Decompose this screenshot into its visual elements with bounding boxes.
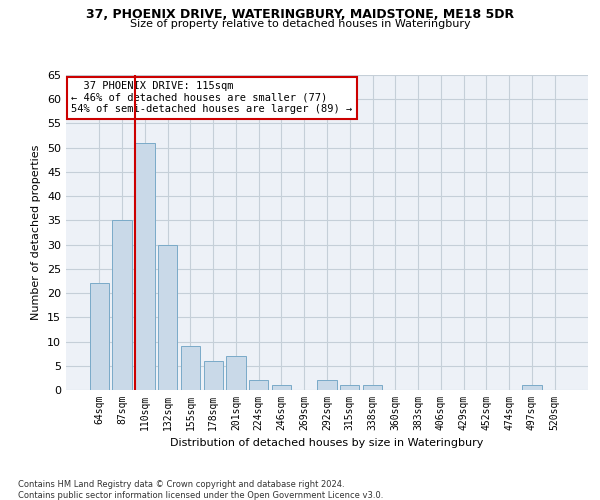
Bar [203, 361, 223, 390]
Bar [181, 346, 200, 390]
Y-axis label: Number of detached properties: Number of detached properties [31, 145, 41, 320]
Text: Contains HM Land Registry data © Crown copyright and database right 2024.
Contai: Contains HM Land Registry data © Crown c… [18, 480, 383, 500]
Bar [522, 385, 542, 390]
Bar [272, 385, 291, 390]
X-axis label: Distribution of detached houses by size in Wateringbury: Distribution of detached houses by size … [170, 438, 484, 448]
Bar [158, 244, 178, 390]
Text: 37 PHOENIX DRIVE: 115sqm  
← 46% of detached houses are smaller (77)
54% of semi: 37 PHOENIX DRIVE: 115sqm ← 46% of detach… [71, 82, 352, 114]
Bar [340, 385, 359, 390]
Bar [226, 356, 245, 390]
Bar [112, 220, 132, 390]
Text: 37, PHOENIX DRIVE, WATERINGBURY, MAIDSTONE, ME18 5DR: 37, PHOENIX DRIVE, WATERINGBURY, MAIDSTO… [86, 8, 514, 20]
Bar [90, 284, 109, 390]
Bar [249, 380, 268, 390]
Bar [317, 380, 337, 390]
Bar [135, 143, 155, 390]
Text: Size of property relative to detached houses in Wateringbury: Size of property relative to detached ho… [130, 19, 470, 29]
Bar [363, 385, 382, 390]
